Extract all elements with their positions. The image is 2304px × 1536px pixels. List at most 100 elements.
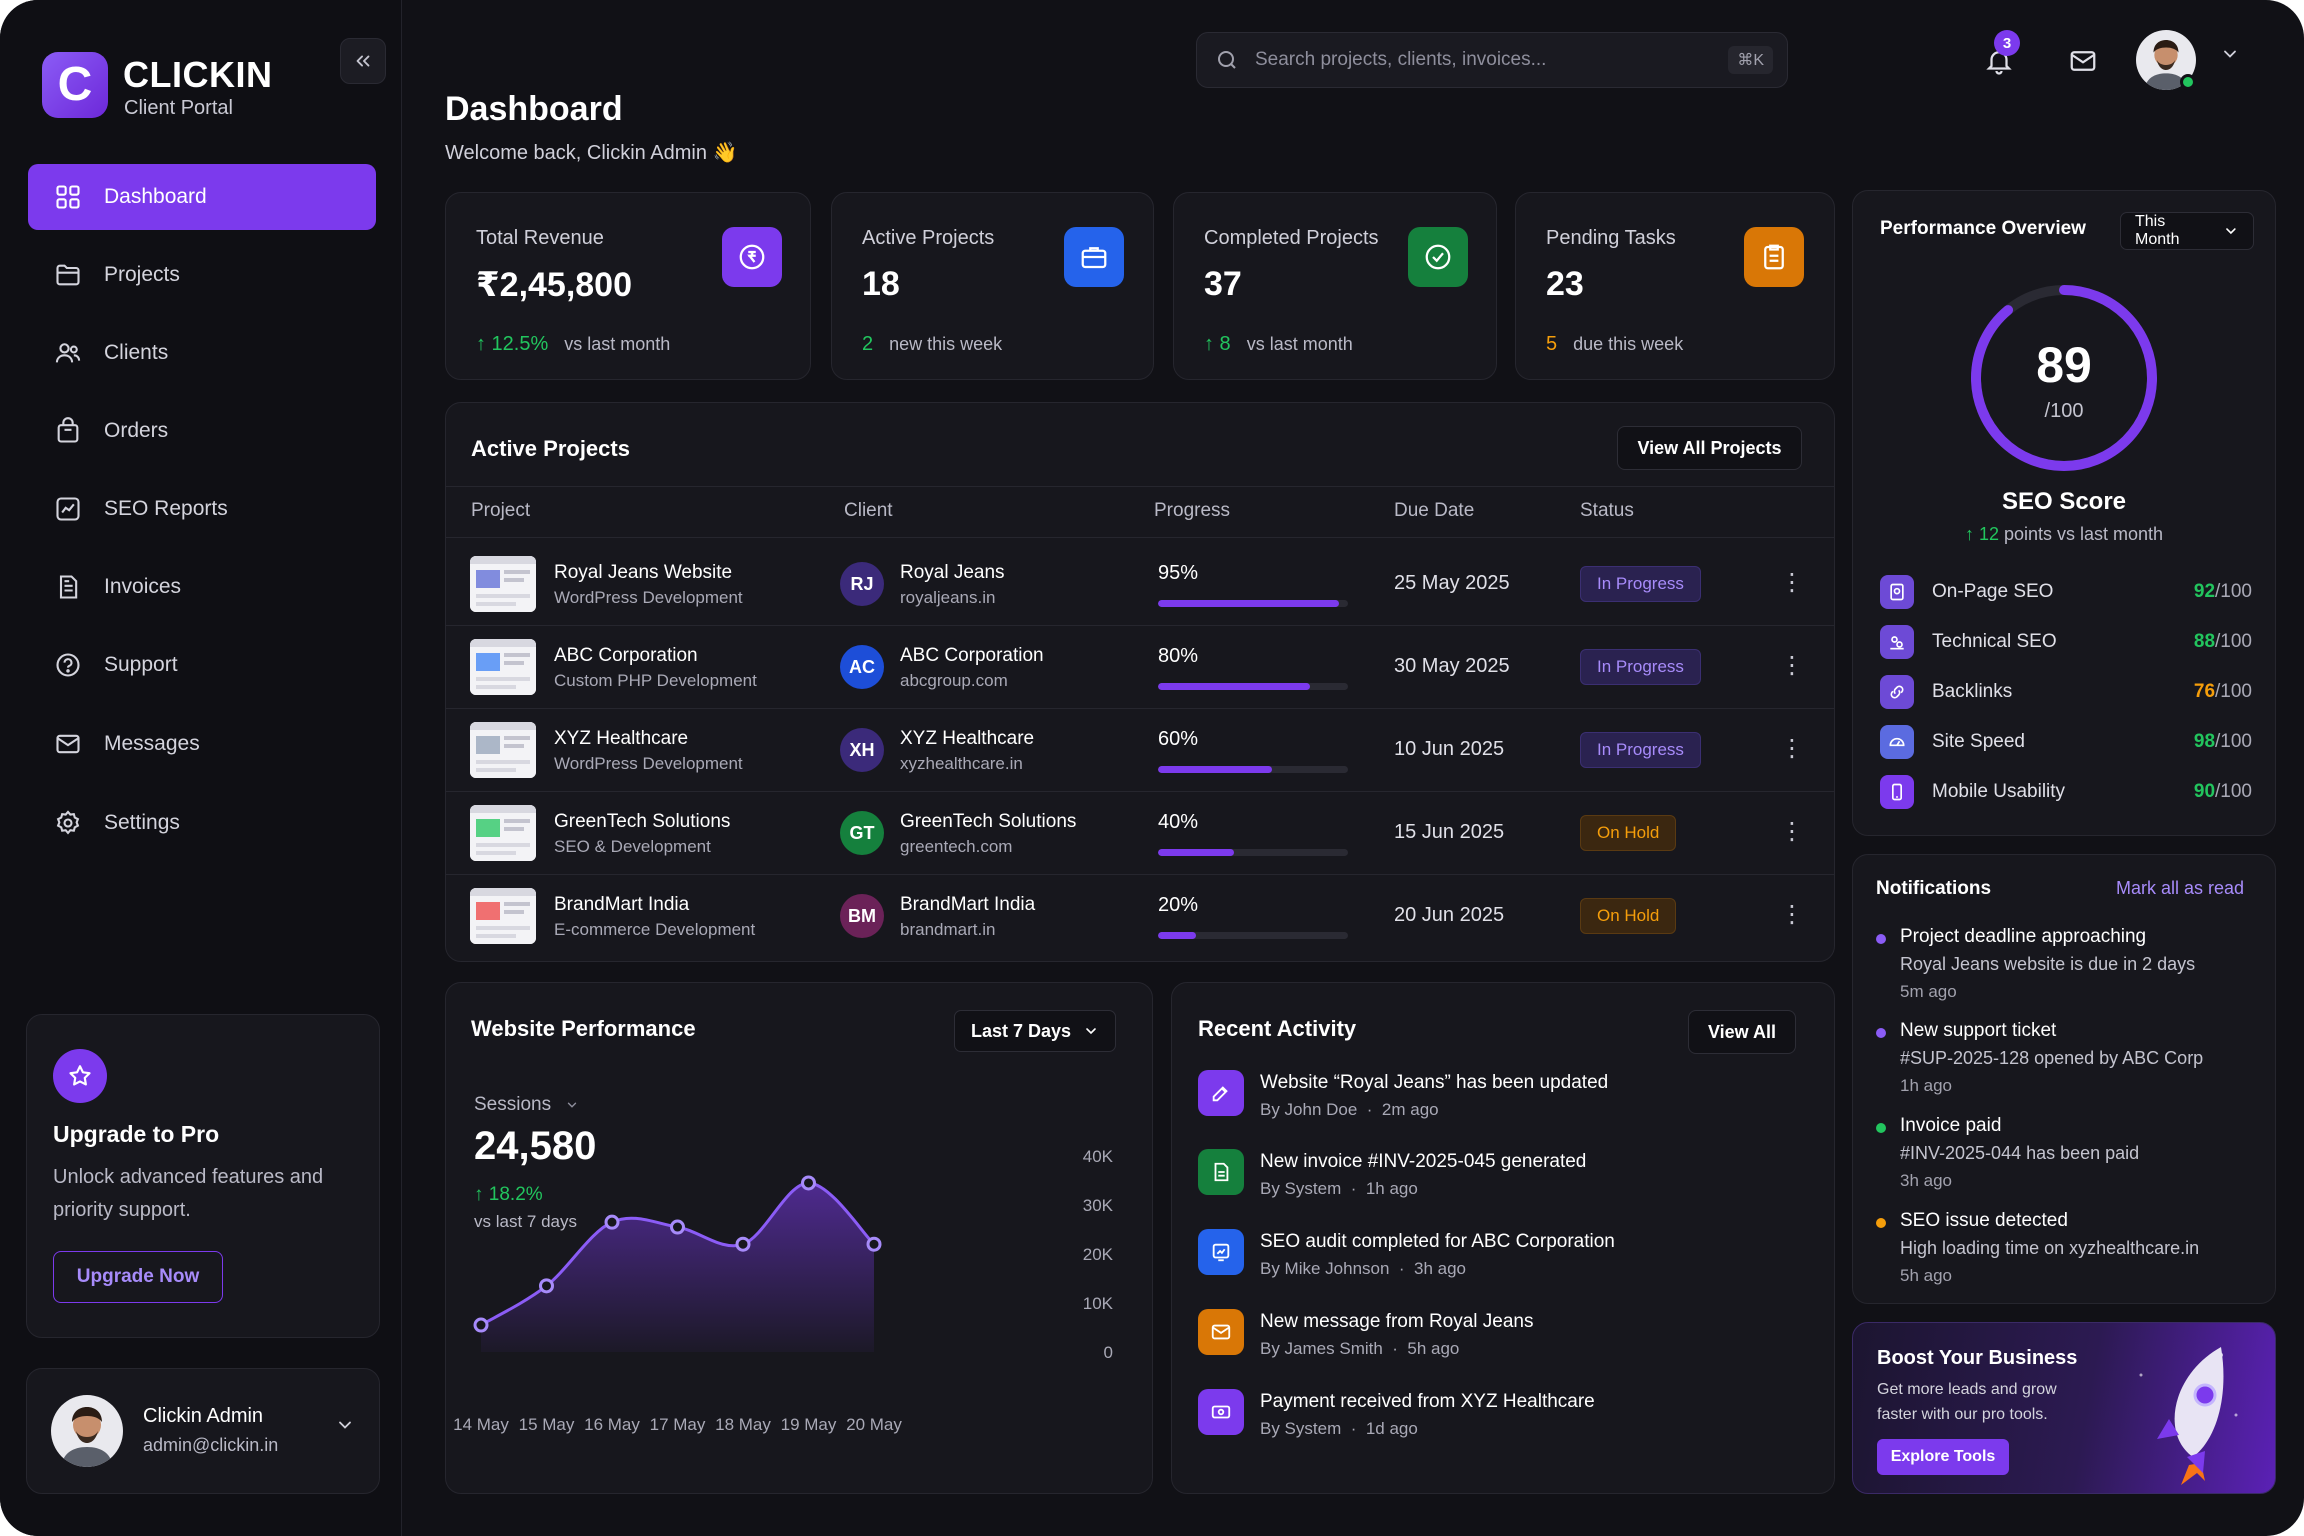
message-icon <box>1198 1309 1244 1355</box>
explore-tools-button[interactable]: Explore Tools <box>1877 1439 2009 1475</box>
table-row[interactable]: ABC Corporation Custom PHP Development AC A… <box>446 625 1834 708</box>
search-icon <box>1218 51 1236 69</box>
sidebar-item-support[interactable]: Support <box>28 632 376 698</box>
chevron-down-icon[interactable] <box>335 1415 355 1441</box>
collapse-sidebar-button[interactable] <box>340 38 386 84</box>
sidebar-item-label: Messages <box>104 732 200 755</box>
seo-metric-max: /100 <box>2215 631 2252 652</box>
seo-score-value: 89 <box>2036 337 2092 393</box>
progress-bar-fill <box>1158 849 1234 856</box>
chevron-down-icon[interactable] <box>2220 44 2240 70</box>
gauge-fill <box>1971 285 2157 471</box>
activity-item[interactable]: Website “Royal Jeans” has been updated B… <box>1198 1070 1798 1140</box>
document-icon <box>59 575 78 599</box>
seo-score-max: /100 <box>2044 400 2084 422</box>
column-header-project[interactable]: Project <box>471 500 531 521</box>
speedometer-icon <box>1880 725 1914 759</box>
more-options-icon[interactable]: ⋮ <box>1780 901 1804 928</box>
client-site: greentech.com <box>900 837 1013 856</box>
seo-score-delta: ↑ 12 <box>1964 524 1999 544</box>
activity-title: Payment received from XYZ Healthcare <box>1260 1391 1595 1412</box>
activity-time: 1h ago <box>1365 1179 1418 1198</box>
project-name[interactable]: XYZ Healthcare <box>554 728 689 749</box>
activity-meta: By System · 1h ago <box>1260 1179 1418 1198</box>
more-options-icon[interactable]: ⋮ <box>1780 652 1804 679</box>
project-name[interactable]: GreenTech Solutions <box>554 811 731 832</box>
welcome-text: Welcome back, Clickin Admin 👋 <box>445 142 738 164</box>
sidebar-item-settings[interactable]: Settings <box>28 790 376 856</box>
period-select[interactable]: This Month <box>2120 212 2254 250</box>
profile-email: admin@clickin.in <box>143 1435 279 1455</box>
double-chevron-left-icon <box>356 55 370 67</box>
activity-item[interactable]: New message from Royal Jeans By James Sm… <box>1198 1309 1798 1379</box>
client-initials: GT <box>849 822 875 843</box>
data-point[interactable] <box>604 1214 620 1230</box>
notification-body: High loading time on xyzhealthcare.in <box>1900 1238 2200 1258</box>
progress-percent: 80% <box>1158 645 1199 667</box>
seo-metric-score: 88 <box>2193 631 2216 652</box>
mark-all-read-link[interactable]: Mark all as read <box>2116 878 2245 898</box>
data-point[interactable] <box>670 1219 685 1235</box>
sidebar-item-orders[interactable]: Orders <box>28 398 376 464</box>
profile-card[interactable]: Clickin Admin admin@clickin.in <box>26 1368 380 1494</box>
data-point[interactable] <box>735 1236 751 1252</box>
sidebar-item-projects[interactable]: Projects <box>28 242 376 308</box>
y-tick-label: 30K <box>1083 1196 1114 1215</box>
metric-select[interactable]: Sessions <box>474 1094 579 1116</box>
client-initials: AC <box>849 656 875 677</box>
column-header-status[interactable]: Status <box>1580 500 1634 521</box>
project-name[interactable]: BrandMart India <box>554 894 690 915</box>
stat-label: Total Revenue <box>476 227 604 249</box>
column-header-client[interactable]: Client <box>844 500 893 521</box>
sidebar-item-clients[interactable]: Clients <box>28 320 376 386</box>
table-row[interactable]: GreenTech Solutions SEO & Development GT Gr… <box>446 791 1834 874</box>
status-badge: On Hold <box>1580 815 1677 851</box>
sidebar-item-dashboard[interactable]: Dashboard <box>28 164 376 230</box>
stat-label: Completed Projects <box>1204 227 1379 249</box>
status-badge: In Progress <box>1580 566 1701 602</box>
sidebar-item-invoices[interactable]: Invoices <box>28 554 376 620</box>
x-tick-label: 18 May <box>715 1415 771 1434</box>
search-input[interactable]: Search projects, clients, invoices... <box>1255 49 1547 70</box>
activity-item[interactable]: Payment received from XYZ Healthcare By … <box>1198 1389 1798 1459</box>
client-site: brandmart.in <box>900 920 996 939</box>
sidebar: C CLICKIN Client Portal Dashboard Projec… <box>0 0 402 1536</box>
table-row[interactable]: BrandMart India E-commerce Development BM B… <box>446 874 1834 957</box>
upgrade-now-button[interactable]: Upgrade Now <box>53 1251 223 1303</box>
range-select[interactable]: Last 7 Days <box>954 1010 1116 1052</box>
activity-item[interactable]: New invoice #INV-2025-045 generated By S… <box>1198 1149 1798 1219</box>
project-name[interactable]: ABC Corporation <box>554 645 698 666</box>
data-point[interactable] <box>866 1236 882 1252</box>
more-options-icon[interactable]: ⋮ <box>1780 818 1804 845</box>
sessions-delta: ↑ 18.2% <box>474 1184 543 1205</box>
search-bar[interactable]: Search projects, clients, invoices... ⌘K <box>1196 32 1788 88</box>
view-all-projects-button[interactable]: View All Projects <box>1617 426 1802 470</box>
notification-body: #INV-2025-044 has been paid <box>1900 1143 2140 1163</box>
client-avatar: GT <box>840 811 884 855</box>
project-type: WordPress Development <box>554 588 743 607</box>
activity-title: SEO audit completed for ABC Corporation <box>1260 1231 1615 1252</box>
project-name[interactable]: Royal Jeans Website <box>554 562 733 583</box>
table-row[interactable]: XYZ Healthcare WordPress Development XH XYZ… <box>446 708 1834 791</box>
activity-meta: By System · 1d ago <box>1260 1419 1418 1438</box>
table-row[interactable]: Royal Jeans Website WordPress Development… <box>446 542 1834 625</box>
mail-icon[interactable] <box>2066 44 2100 78</box>
project-type: WordPress Development <box>554 754 743 773</box>
sidebar-item-seo-reports[interactable]: SEO Reports <box>28 476 376 542</box>
view-all-activity-button[interactable]: View All <box>1688 1010 1796 1054</box>
activity-item[interactable]: SEO audit completed for ABC Corporation … <box>1198 1229 1798 1299</box>
data-point[interactable] <box>473 1317 489 1333</box>
seo-metric-max: /100 <box>2215 681 2252 702</box>
data-point[interactable] <box>539 1278 554 1294</box>
column-header-progress[interactable]: Progress <box>1154 500 1231 521</box>
mail-icon <box>56 734 80 754</box>
online-status-dot <box>2180 74 2196 90</box>
more-options-icon[interactable]: ⋮ <box>1780 569 1804 596</box>
data-point[interactable] <box>801 1175 816 1191</box>
shopping-bag-icon <box>57 417 79 443</box>
sidebar-item-messages[interactable]: Messages <box>28 711 376 777</box>
rocket-icon <box>2139 1347 2238 1485</box>
search-shortcut: ⌘K <box>1728 46 1773 74</box>
column-header-due-date[interactable]: Due Date <box>1394 500 1475 521</box>
more-options-icon[interactable]: ⋮ <box>1780 735 1804 762</box>
